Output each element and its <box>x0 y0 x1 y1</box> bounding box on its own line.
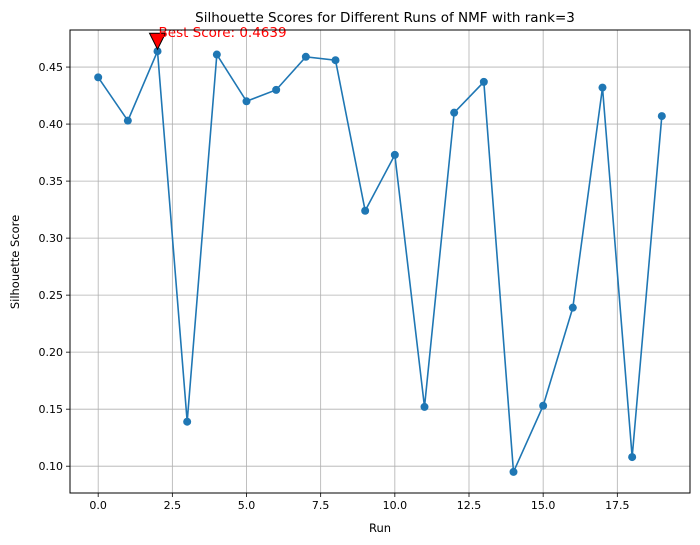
x-tick-label: 0.0 <box>89 499 107 512</box>
x-axis-label: Run <box>369 521 391 535</box>
data-point <box>361 206 370 215</box>
data-point <box>123 116 132 125</box>
chart-title: Silhouette Scores for Different Runs of … <box>195 10 575 26</box>
y-ticks: 0.10 0.15 0.20 0.25 0.30 0.35 0.40 0.45 <box>39 61 70 473</box>
y-axis-label: Silhouette Score <box>8 215 22 309</box>
x-tick-label: 12.5 <box>457 499 482 512</box>
data-point <box>212 50 221 59</box>
y-tick-label: 0.10 <box>39 460 64 473</box>
x-tick-label: 15.0 <box>531 499 556 512</box>
data-point <box>94 73 103 82</box>
data-point <box>568 303 577 312</box>
data-point <box>272 85 281 94</box>
data-point <box>390 150 399 159</box>
data-point <box>301 52 310 61</box>
plot-area-frame <box>69 29 691 494</box>
data-point <box>509 467 518 476</box>
y-tick-label: 0.45 <box>39 61 64 74</box>
x-tick-label: 7.5 <box>312 499 330 512</box>
data-point <box>153 47 162 56</box>
data-point <box>420 402 429 411</box>
data-point <box>598 83 607 92</box>
data-point <box>242 97 251 106</box>
x-tick-label: 10.0 <box>383 499 408 512</box>
x-tick-label: 2.5 <box>164 499 182 512</box>
y-tick-label: 0.25 <box>39 289 64 302</box>
data-point <box>628 453 637 462</box>
y-tick-label: 0.30 <box>39 232 64 245</box>
y-tick-label: 0.40 <box>39 118 64 131</box>
data-point <box>450 108 459 117</box>
grid-lines <box>70 30 690 493</box>
x-tick-label: 17.5 <box>605 499 630 512</box>
y-tick-label: 0.35 <box>39 175 64 188</box>
data-point <box>479 77 488 86</box>
data-point <box>331 56 340 65</box>
data-point <box>539 401 548 410</box>
x-tick-label: 5.0 <box>238 499 256 512</box>
data-point <box>657 112 666 121</box>
data-point <box>183 417 192 426</box>
best-score-marker <box>148 32 167 51</box>
series-line-group <box>94 47 666 476</box>
y-tick-label: 0.15 <box>39 403 64 416</box>
annotation-group: Best Score: 0.4639 <box>148 25 287 51</box>
best-score-label: Best Score: 0.4639 <box>159 25 287 41</box>
series-line <box>97 50 663 473</box>
x-ticks: 0.0 2.5 5.0 7.5 10.0 12.5 15.0 17.5 <box>89 493 630 512</box>
y-tick-label: 0.20 <box>39 346 64 359</box>
